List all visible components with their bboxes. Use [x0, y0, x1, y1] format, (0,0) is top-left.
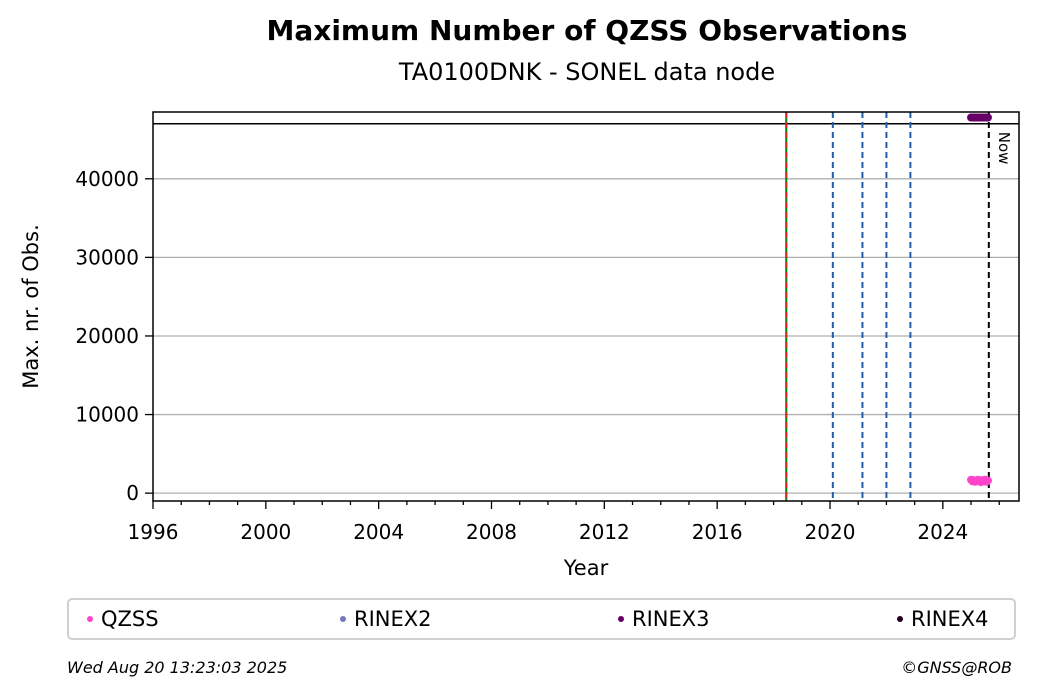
chart-title: Maximum Number of QZSS Observations [266, 14, 908, 47]
y-tick-label: 0 [126, 481, 139, 505]
y-axis-label: Max. nr. of Obs. [19, 224, 43, 389]
legend-item-rinex4: RINEX4 [897, 600, 989, 638]
legend-item-qzss: QZSS [87, 600, 159, 638]
legend-marker [897, 616, 903, 622]
x-tick-label: 2020 [805, 520, 856, 544]
x-tick-label: 2000 [240, 520, 291, 544]
legend-label: RINEX4 [911, 607, 989, 631]
plot-frame [152, 111, 1020, 502]
legend-label: QZSS [101, 607, 159, 631]
x-tick-label: 1996 [128, 520, 179, 544]
x-tick-label: 2004 [353, 520, 404, 544]
x-tick-label: 2012 [579, 520, 630, 544]
legend-label: RINEX2 [354, 607, 432, 631]
footer-credit: ©GNSS@ROB [901, 658, 1012, 677]
legend-marker [340, 616, 346, 622]
x-tick-label: 2016 [692, 520, 743, 544]
x-tick-label: 2024 [917, 520, 968, 544]
legend-item-rinex2: RINEX2 [340, 600, 432, 638]
legend-marker [87, 616, 93, 622]
x-tick-label: 2008 [466, 520, 517, 544]
y-tick-label: 40000 [75, 167, 139, 191]
scatter-chart: Now 1996 2000 2004 2008 2012 2016 2020 2024 0 1000… [19, 111, 1020, 580]
now-label: Now [995, 132, 1013, 165]
x-axis-label: Year [563, 556, 609, 580]
legend-item-rinex3: RINEX3 [618, 600, 710, 638]
data-point [983, 476, 992, 485]
data-point [983, 113, 992, 122]
y-tick-label: 30000 [75, 245, 139, 269]
chart-subtitle: TA0100DNK - SONEL data node [398, 58, 776, 86]
y-tick-label: 10000 [75, 403, 139, 427]
legend-label: RINEX3 [632, 607, 710, 631]
legend-marker [618, 616, 624, 622]
footer-timestamp: Wed Aug 20 13:23:03 2025 [67, 658, 288, 677]
y-tick-label: 20000 [75, 324, 139, 348]
legend: QZSS RINEX2 RINEX3 RINEX4 [67, 598, 1016, 640]
